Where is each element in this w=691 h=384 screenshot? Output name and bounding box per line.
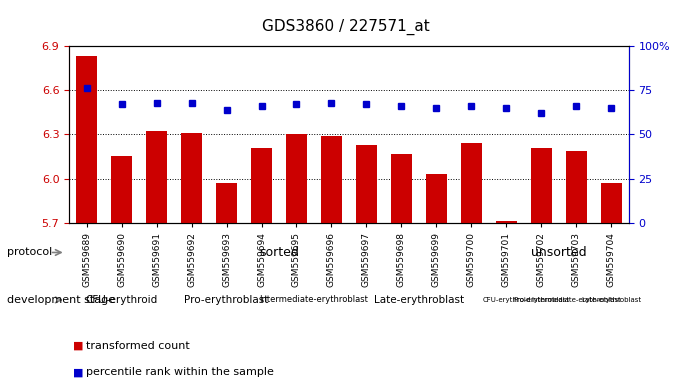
Bar <box>356 145 377 223</box>
Text: transformed count: transformed count <box>86 341 190 351</box>
Bar <box>216 183 237 223</box>
Text: development stage: development stage <box>7 295 115 305</box>
Text: Pro-erythroblast: Pro-erythroblast <box>184 295 269 305</box>
Bar <box>566 151 587 223</box>
Text: CFU-erythroid: CFU-erythroid <box>482 297 531 303</box>
Bar <box>146 131 167 223</box>
Text: ■: ■ <box>73 367 83 377</box>
Bar <box>426 174 447 223</box>
Bar <box>286 134 307 223</box>
Text: protocol: protocol <box>7 247 52 258</box>
Text: Intermediate-erythroblast: Intermediate-erythroblast <box>531 297 621 303</box>
Bar <box>251 148 272 223</box>
Text: GDS3860 / 227571_at: GDS3860 / 227571_at <box>262 19 429 35</box>
Bar <box>600 183 622 223</box>
Text: CFU-erythroid: CFU-erythroid <box>86 295 158 305</box>
Text: percentile rank within the sample: percentile rank within the sample <box>86 367 274 377</box>
Text: Intermediate-erythroblast: Intermediate-erythroblast <box>260 295 368 305</box>
Bar <box>461 143 482 223</box>
Text: ■: ■ <box>73 341 83 351</box>
Bar <box>496 221 517 223</box>
Text: Pro-erythroblast: Pro-erythroblast <box>513 297 569 303</box>
Bar <box>181 133 202 223</box>
Bar <box>111 157 132 223</box>
Bar <box>531 148 552 223</box>
Text: Late-erythroblast: Late-erythroblast <box>374 295 464 305</box>
Bar <box>76 56 97 223</box>
Bar <box>391 154 412 223</box>
Text: Late-erythroblast: Late-erythroblast <box>581 297 641 303</box>
Bar <box>321 136 342 223</box>
Text: unsorted: unsorted <box>531 246 587 259</box>
Text: sorted: sorted <box>259 246 299 259</box>
